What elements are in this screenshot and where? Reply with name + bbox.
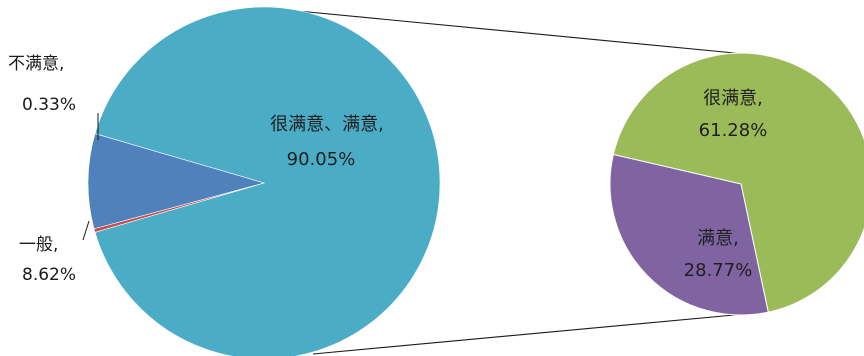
leader-average <box>82 220 90 241</box>
label-name-dissatisfied: 不满意, <box>8 54 64 74</box>
label-value-very-satisfied: 61.28% <box>699 120 768 141</box>
main-pie <box>87 6 441 356</box>
label-name-satisfied: 满意, <box>697 228 739 249</box>
label-name-very-satisfied-satisfied: 很满意、满意, <box>270 114 384 135</box>
label-value-dissatisfied: 0.33% <box>22 95 76 115</box>
connector-lines <box>276 8 746 355</box>
slice-very-satisfied <box>612 52 864 313</box>
connector-top <box>276 8 746 55</box>
label-name-average: 一般, <box>19 235 58 255</box>
connector-bottom <box>312 313 746 355</box>
label-value-satisfied: 28.77% <box>684 260 753 281</box>
slice-satisfied <box>609 153 769 316</box>
label-value-very-satisfied-satisfied: 90.05% <box>287 149 356 170</box>
slice-very-satisfied-satisfied <box>94 6 441 356</box>
label-name-very-satisfied: 很满意, <box>703 88 763 109</box>
label-value-average: 8.62% <box>22 265 76 285</box>
secondary-pie <box>609 52 864 316</box>
slice-average <box>87 133 266 230</box>
leader-lines <box>82 113 99 241</box>
